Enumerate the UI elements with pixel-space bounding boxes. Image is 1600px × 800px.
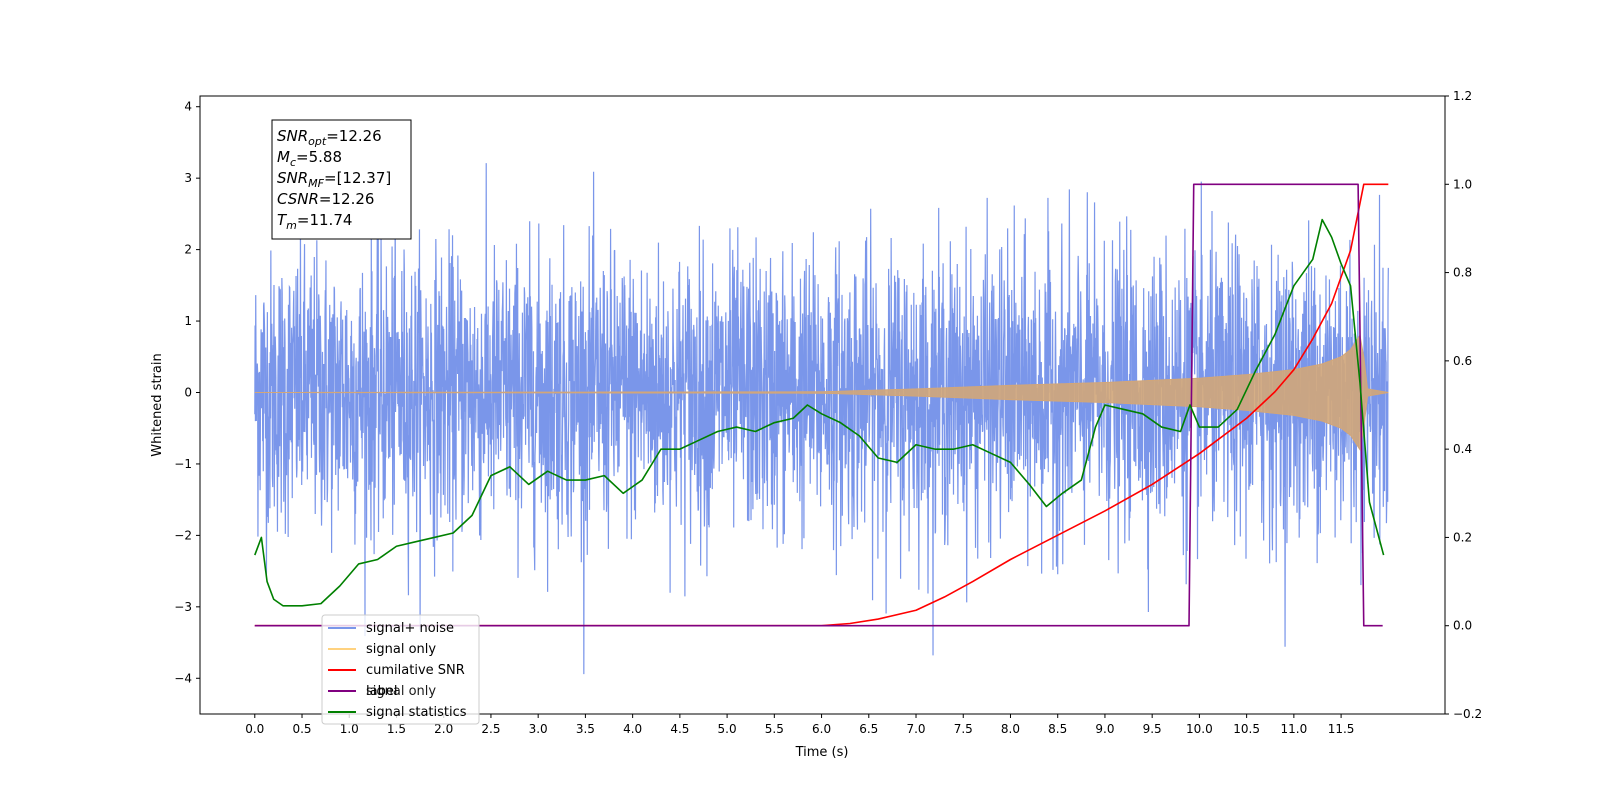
x-tick-label: 8.0 [1001, 722, 1020, 736]
y-right-tick-label: 1.0 [1453, 177, 1472, 191]
x-tick-label: 10.0 [1186, 722, 1213, 736]
x-axis: 0.0 0.5 1.0 1.5 2.0 2.5 3.0 3.5 4.0 4.5 5.0 5.5 6.0 6… [245, 714, 1354, 736]
x-tick-label: 9.0 [1095, 722, 1114, 736]
info-symbol: SNR [277, 169, 308, 187]
x-tick-label: 1.0 [340, 722, 359, 736]
plot-frame [199, 95, 1446, 715]
info-subscript: m [286, 219, 297, 232]
info-box-row: SNRopt=12.26 [277, 127, 382, 148]
y-axis-left: 4 3 2 1 0 −1 −2 −3 −4 [174, 100, 200, 685]
x-tick-label: 6.5 [859, 722, 878, 736]
y-left-tick-label: 0 [184, 385, 192, 399]
legend-entry[interactable]: label [366, 684, 397, 699]
signal-only-series [254, 334, 1389, 451]
x-tick-label: 5.5 [765, 722, 784, 736]
x-tick-label: 7.0 [906, 722, 925, 736]
x-tick-label: 3.0 [529, 722, 548, 736]
x-tick-label: 6.0 [812, 722, 831, 736]
x-tick-label: 10.5 [1233, 722, 1260, 736]
x-tick-label: 7.5 [954, 722, 973, 736]
legend-entry[interactable]: signal statistics [366, 705, 467, 720]
y-left-tick-label: 1 [184, 314, 192, 328]
x-tick-label: 2.5 [481, 722, 500, 736]
y-right-tick-label: 0.2 [1453, 530, 1472, 544]
y-left-tick-label: −4 [174, 671, 192, 685]
info-symbol: T [277, 211, 288, 229]
y-left-tick-label: −3 [174, 600, 192, 614]
y-left-tick-label: −1 [174, 457, 192, 471]
label-line [254, 183, 1383, 627]
info-box-row: Mc=5.88 [277, 148, 342, 169]
y-right-tick-label: 0.4 [1453, 442, 1472, 456]
y-right-tick-label: −0.2 [1453, 707, 1482, 721]
y-right-tick-label: 1.2 [1453, 89, 1472, 103]
info-box-row: SNRMF=[12.37] [277, 169, 391, 190]
info-symbol: M [277, 148, 290, 166]
y-right-tick-label: 0.6 [1453, 354, 1472, 368]
info-symbol: CSNR [277, 190, 319, 208]
overlay-lines [254, 183, 1389, 627]
signal-noise-line [254, 163, 1389, 675]
legend-entry[interactable]: signal+ noise [366, 621, 454, 636]
x-tick-label: 8.5 [1048, 722, 1067, 736]
info-subscript: MF [308, 177, 324, 190]
y-left-tick-label: −2 [174, 528, 192, 542]
info-subscript: opt [308, 135, 327, 148]
cumulative-snr-line [254, 183, 1389, 627]
x-tick-label: 11.5 [1328, 722, 1355, 736]
legend[interactable]: signal only signal+ noise signal only cumil… [321, 614, 480, 725]
x-tick-label: 11.0 [1281, 722, 1308, 736]
info-value: =12.26 [326, 127, 382, 145]
x-axis-label: Time (s) [795, 745, 849, 760]
y-left-tick-label: 2 [184, 243, 192, 257]
signal-statistics-line [254, 218, 1385, 607]
x-tick-label: 4.5 [670, 722, 689, 736]
x-tick-label: 4.0 [623, 722, 642, 736]
x-tick-label: 5.0 [718, 722, 737, 736]
info-box: SNRopt=12.26Mc=5.88SNRMF=[12.37]CSNR=12.… [271, 119, 412, 240]
info-value: =11.74 [297, 211, 353, 229]
info-symbol: SNR [277, 127, 308, 145]
x-tick-label: 2.0 [434, 722, 453, 736]
x-tick-label: 1.5 [387, 722, 406, 736]
info-box-row: Tm=11.74 [277, 211, 352, 232]
y-right-tick-label: 0.8 [1453, 266, 1472, 280]
info-box-frame [271, 119, 412, 240]
info-box-row: CSNR=12.26 [277, 190, 374, 208]
x-tick-label: 9.5 [1143, 722, 1162, 736]
y-right-tick-label: 0.0 [1453, 619, 1472, 633]
x-tick-label: 0.0 [245, 722, 264, 736]
signal-only-fill [254, 334, 1389, 451]
info-value: =5.88 [296, 148, 342, 166]
y-left-tick-label: 4 [184, 100, 192, 114]
legend-entry[interactable]: cumilative SNR [366, 663, 465, 678]
info-value: =12.26 [319, 190, 375, 208]
info-value: =[12.37] [324, 169, 391, 187]
signal-noise-series [254, 163, 1389, 675]
y-axis-right: 1.2 1.0 0.8 0.6 0.4 0.2 0.0 −0.2 [1445, 89, 1482, 721]
x-tick-label: 3.5 [576, 722, 595, 736]
legend-frame [321, 614, 480, 725]
info-subscript: c [290, 156, 296, 169]
legend-hidden-label: signal only [366, 684, 436, 699]
x-tick-label: 0.5 [292, 722, 311, 736]
y-axis-label: Whitened strain [150, 353, 165, 456]
y-left-tick-label: 3 [184, 171, 192, 185]
legend-entry[interactable]: signal only [366, 642, 436, 657]
